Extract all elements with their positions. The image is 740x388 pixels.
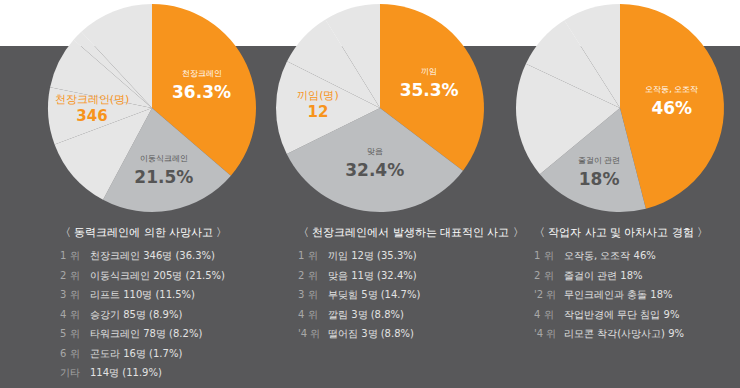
svg-text:천장크레인36.3%: 천장크레인36.3%	[172, 69, 231, 102]
html-text:리프트 110명 (11.5%): 리프트 110명 (11.5%)	[90, 289, 195, 300]
html-text:3 위: 3 위	[60, 289, 80, 300]
html-text:1 위: 1 위	[534, 250, 554, 261]
html-text:떨어짐 3명 (8.8%): 떨어짐 3명 (8.8%)	[328, 328, 414, 339]
html-text:346: 346	[76, 107, 108, 125]
html-text:4 위: 4 위	[298, 308, 318, 320]
html-text:'2 위: '2 위	[534, 289, 557, 300]
html-text:'4 위: '4 위	[534, 328, 557, 339]
html-text:곤도라 16명 (1.7%): 곤도라 16명 (1.7%)	[90, 347, 183, 359]
html-text:2 위: 2 위	[298, 269, 318, 281]
svg-text:이동식크레인21.5%: 이동식크레인21.5%	[134, 154, 193, 187]
html-text:천장크레인(명): 천장크레인(명)	[54, 93, 130, 106]
html-text:맞음 11명 (32.4%): 맞음 11명 (32.4%)	[328, 269, 417, 281]
html-text:천장크레인 346명 (36.3%): 천장크레인 346명 (36.3%)	[90, 250, 215, 261]
html-text:1 위: 1 위	[298, 250, 318, 261]
html-text:오작동, 오조작 46%: 오작동, 오조작 46%	[564, 250, 656, 261]
html-text:타워크레인 78명 (8.2%): 타워크레인 78명 (8.2%)	[90, 328, 203, 339]
html-text:작업반경에 무단 침입 9%: 작업반경에 무단 침입 9%	[564, 308, 680, 320]
svg-text:끼임35.3%: 끼임35.3%	[400, 67, 459, 100]
html-text:끼임(명): 끼임(명)	[297, 89, 339, 102]
html-text:부딪힘 5명 (14.7%): 부딪힘 5명 (14.7%)	[328, 289, 421, 300]
html-text:1 위: 1 위	[60, 250, 80, 261]
html-text:승강기 85명 (8.9%): 승강기 85명 (8.9%)	[90, 308, 183, 320]
html-text:114명 (11.9%): 114명 (11.9%)	[90, 367, 162, 378]
html-text:깔림 3명 (8.8%): 깔림 3명 (8.8%)	[328, 308, 404, 320]
html-text:2 위: 2 위	[534, 269, 554, 281]
html-text:끼임 12명 (35.3%): 끼임 12명 (35.3%)	[328, 250, 417, 261]
svg-text:오작동, 오조작46%: 오작동, 오조작46%	[645, 85, 698, 118]
html-text:3 위: 3 위	[298, 289, 318, 300]
html-text:6 위: 6 위	[60, 347, 80, 359]
html-text:4 위: 4 위	[534, 308, 554, 320]
html-text:12: 12	[307, 103, 329, 121]
svg-text:맞음32.4%: 맞음32.4%	[345, 147, 404, 180]
html-text:'4 위: '4 위	[298, 328, 321, 339]
html-text:이동식크레인 205명 (21.5%): 이동식크레인 205명 (21.5%)	[90, 269, 225, 281]
html-text:2 위: 2 위	[60, 269, 80, 281]
html-text:무인크레인과 충돌 18%: 무인크레인과 충돌 18%	[564, 289, 673, 300]
html-text:줄걸이 관련 18%: 줄걸이 관련 18%	[564, 269, 643, 281]
html-text:5 위: 5 위	[60, 328, 80, 339]
html-text:4 위: 4 위	[60, 308, 80, 320]
html-text:〈 동력크레인에 의한 사망사고 〉: 〈 동력크레인에 의한 사망사고 〉	[60, 226, 228, 238]
html-text:기타: 기타	[60, 367, 80, 378]
svg-text:줄걸이 관련18%: 줄걸이 관련18%	[578, 156, 621, 189]
html-text:리모콘 착각(사망사고) 9%: 리모콘 착각(사망사고) 9%	[564, 328, 684, 339]
html-text:〈 천장크레인에서 발생하는 대표적인 사고 〉: 〈 천장크레인에서 발생하는 대표적인 사고 〉	[298, 226, 524, 238]
html-text:〈 작업자 사고 및 아차사고 경험 〉: 〈 작업자 사고 및 아차사고 경험 〉	[534, 226, 708, 238]
